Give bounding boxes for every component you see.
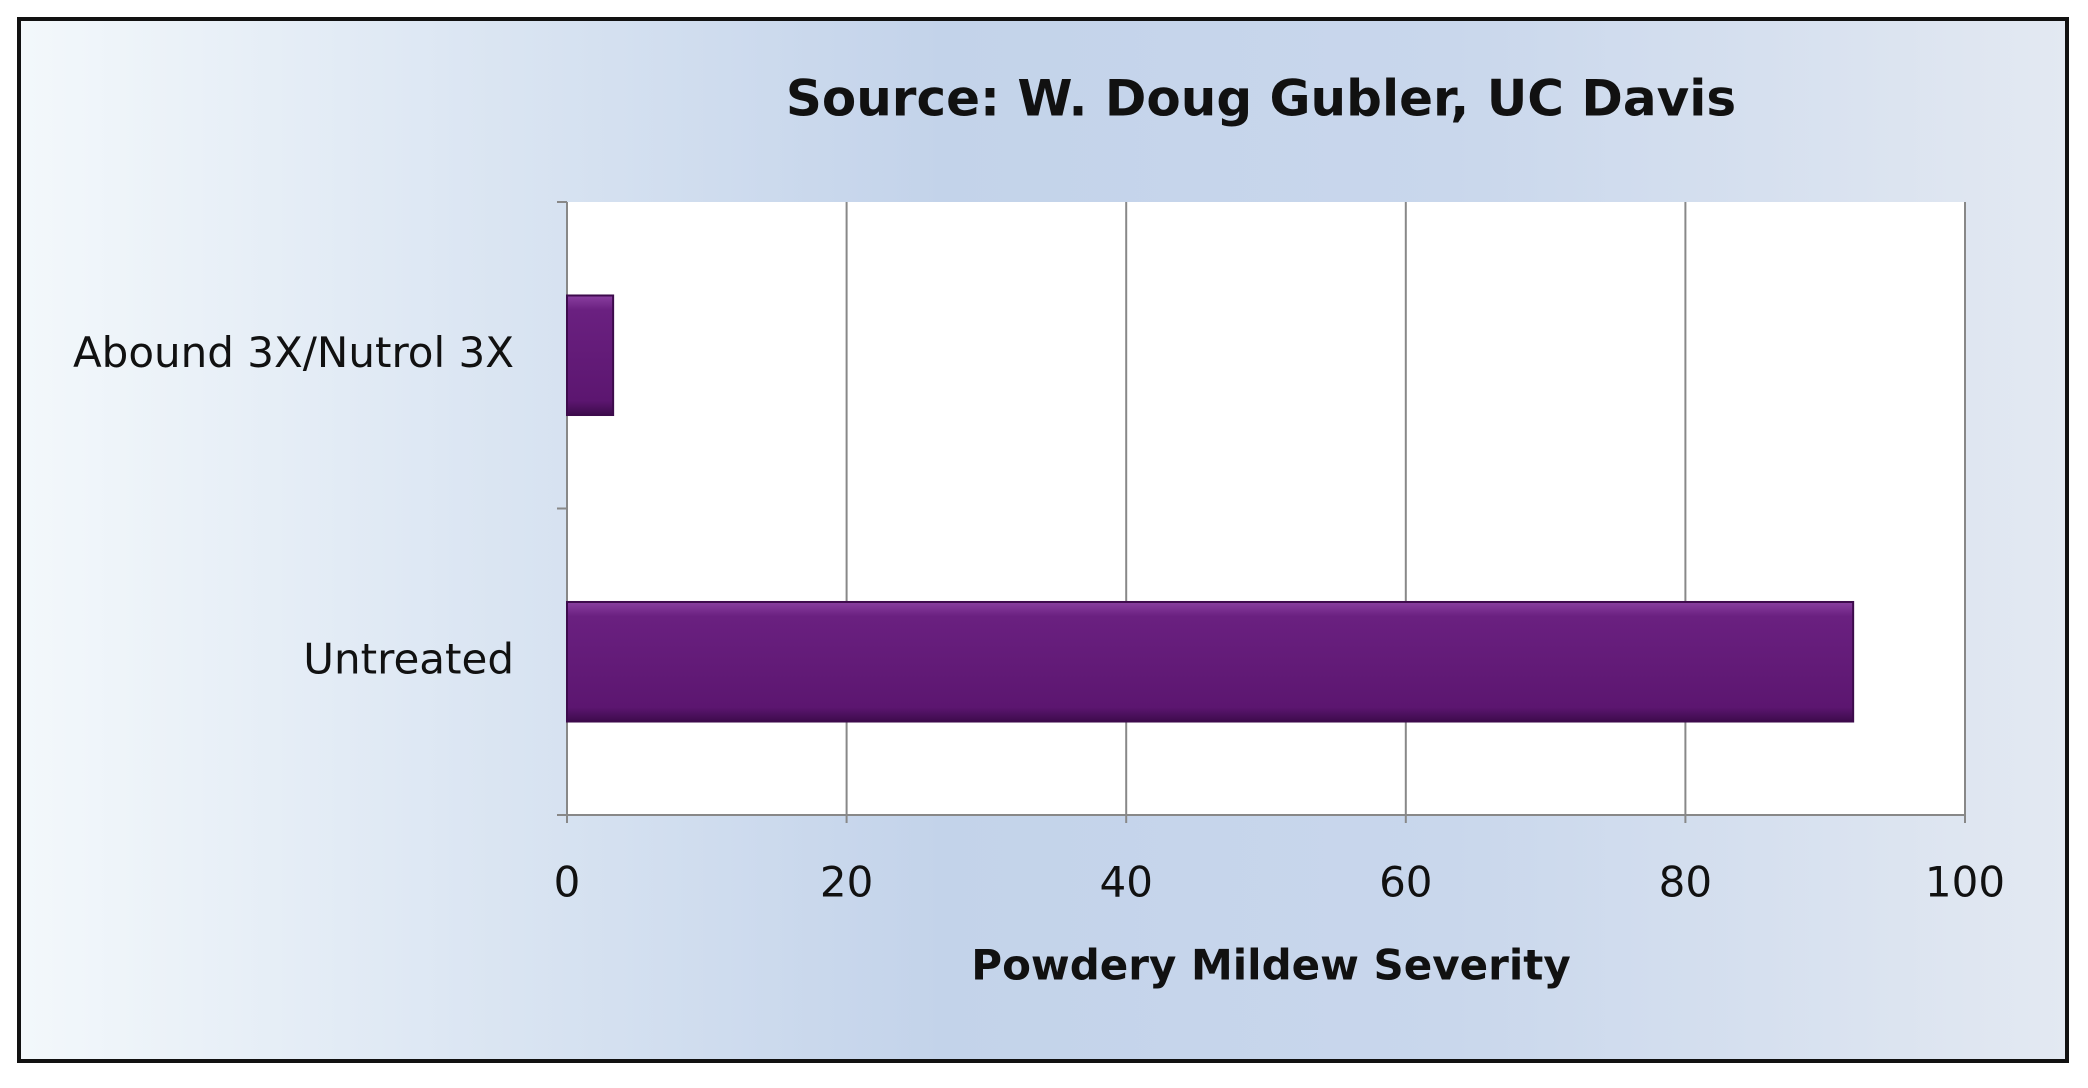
x-tick-label: 0	[554, 858, 581, 907]
x-tick-label: 100	[1925, 858, 2005, 907]
x-tick-label: 60	[1379, 858, 1432, 907]
x-tick-label: 80	[1659, 858, 1712, 907]
x-axis-title: Powdery Mildew Severity	[971, 941, 1570, 990]
chart-title: Source: W. Doug Gubler, UC Davis	[786, 70, 1736, 128]
plot-area	[567, 202, 1965, 815]
x-tick-label: 20	[820, 858, 873, 907]
bar	[566, 294, 615, 417]
bar	[566, 600, 1855, 723]
x-tick-label: 40	[1099, 858, 1152, 907]
y-tick-label: Abound 3X/Nutrol 3X	[73, 328, 514, 377]
y-tick-label: Untreated	[303, 634, 514, 683]
